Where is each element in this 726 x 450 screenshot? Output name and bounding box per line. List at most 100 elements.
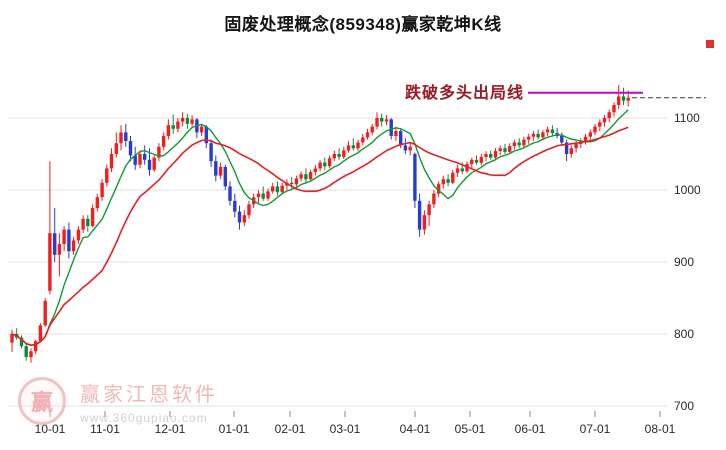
candle-body: [527, 136, 531, 140]
candle-body: [209, 143, 213, 162]
y-axis-label: 700: [674, 399, 694, 413]
candle-body: [114, 143, 118, 154]
ma-line-slow: [11, 126, 629, 346]
candle-body: [446, 179, 450, 183]
candle-body: [38, 325, 43, 342]
candle-body: [266, 191, 270, 199]
candle-body: [228, 186, 232, 201]
candle-body: [119, 132, 123, 144]
candle-body: [10, 334, 14, 343]
y-axis-label: 900: [674, 255, 694, 269]
candle-body: [531, 133, 536, 137]
candle-body: [569, 148, 573, 154]
candle-body: [214, 161, 218, 176]
candle-body: [498, 148, 502, 152]
candle-body: [541, 132, 545, 138]
candle-body: [361, 137, 365, 143]
candle-body: [417, 200, 422, 230]
candle-body: [19, 337, 24, 347]
candle-body: [574, 143, 578, 149]
candle-body: [290, 182, 294, 185]
candle-body: [247, 204, 251, 216]
candle-body: [95, 197, 99, 208]
y-axis-label: 1000: [674, 183, 701, 197]
candle-body: [621, 96, 626, 101]
candle-body: [237, 211, 242, 223]
candle-body: [53, 233, 57, 255]
candle-body: [152, 157, 156, 170]
candle-body: [536, 133, 540, 138]
x-axis-label: 05-01: [455, 422, 486, 436]
candle-body: [76, 229, 81, 241]
candle-body: [351, 145, 355, 149]
candle-body: [588, 132, 592, 137]
candle-body: [522, 139, 526, 146]
top-right-marker: [706, 40, 714, 48]
candle-body: [602, 118, 607, 123]
candle-body: [451, 172, 455, 183]
candle-body: [100, 182, 104, 198]
candle-body: [484, 154, 488, 157]
candle-body: [29, 351, 33, 358]
candle-body: [517, 142, 521, 146]
candle-body: [408, 146, 412, 151]
x-axis-label: 07-01: [580, 422, 611, 436]
y-axis-label: 800: [674, 327, 694, 341]
x-axis-label: 11-01: [90, 422, 120, 436]
candle-body: [138, 154, 142, 165]
candle-body: [403, 145, 408, 151]
candle-body: [233, 200, 237, 212]
candle-body: [441, 179, 445, 185]
candle-body: [346, 145, 351, 151]
candle-body: [545, 129, 550, 133]
x-axis-label: 04-01: [400, 422, 431, 436]
candle-body: [299, 174, 303, 179]
candle-body: [242, 215, 246, 223]
candle-body: [489, 154, 493, 158]
candle-body: [171, 125, 175, 129]
candle-body: [43, 300, 47, 326]
candle-body: [185, 118, 190, 124]
candle-body: [583, 136, 588, 141]
candle-body: [479, 156, 483, 163]
candle-body: [157, 146, 161, 158]
candle-body: [275, 186, 280, 193]
candle-body: [294, 178, 299, 185]
candle-body: [190, 119, 194, 124]
candle-body: [304, 174, 308, 180]
candle-body: [342, 150, 346, 157]
candle-body: [81, 218, 85, 230]
candle-body: [508, 146, 512, 152]
candle-body: [593, 126, 597, 133]
watermark-text: 赢家江恩软件 www.360gupiao.com: [80, 378, 218, 425]
x-axis-label: 03-01: [330, 422, 361, 436]
candle-body: [380, 118, 384, 122]
candle-body: [71, 240, 76, 252]
candle-body: [48, 233, 52, 291]
x-axis-label: 01-01: [219, 422, 250, 436]
chart-title: 固废处理概念(859348)赢家乾坤K线: [224, 15, 502, 34]
ma-line-fast: [11, 109, 629, 346]
candle-body: [370, 126, 374, 133]
candle-body: [133, 155, 137, 165]
candle-body: [626, 97, 630, 101]
x-axis-label: 10-01: [35, 422, 66, 436]
candle-body: [124, 132, 128, 141]
candle-body: [332, 154, 336, 159]
candle-body: [607, 112, 611, 118]
candle-body: [143, 154, 147, 160]
winner-logo-icon: 赢: [18, 377, 66, 425]
candle-body: [105, 168, 109, 183]
candle-body: [432, 193, 436, 205]
candle-body: [162, 136, 166, 147]
candle-body: [503, 148, 507, 152]
x-axis-label: 02-01: [275, 422, 306, 436]
candle-body: [413, 154, 417, 201]
candle-body: [612, 105, 616, 113]
candle-body: [399, 131, 403, 146]
candle-body: [90, 208, 95, 226]
candle-body: [180, 118, 185, 122]
candle-body: [493, 151, 498, 158]
